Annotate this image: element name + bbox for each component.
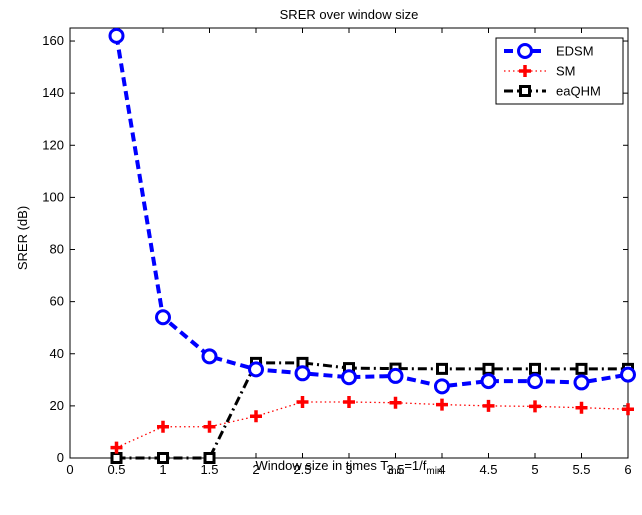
data-point-edsm [155,309,171,326]
y-tick-label: 140 [42,85,64,100]
legend-marker-sm [519,65,531,77]
data-point-eaqhm [110,452,123,464]
legend-marker-edsm [517,43,533,59]
y-tick-label: 120 [42,137,64,152]
x-tick-label: 2 [252,462,259,477]
x-tick-label: 5 [531,462,538,477]
data-point-sm [203,420,216,433]
x-tick-label: 3 [345,462,352,477]
data-point-sm [436,398,448,411]
x-tick-label: 5.5 [572,462,590,477]
x-tick-label: 1 [159,462,166,477]
y-tick-label: 40 [50,346,64,361]
data-point-edsm [341,369,357,386]
y-tick-label: 80 [50,242,64,257]
data-point-eaqhm [203,452,216,464]
data-point-sm [296,395,309,408]
legend-label-edsm: EDSM [556,44,594,59]
x-tick-label: 4.5 [479,462,497,477]
x-tick-label: 3.5 [386,462,404,477]
x-tick-label: 0.5 [107,462,125,477]
y-tick-label: 160 [42,33,64,48]
y-axis-label: SRER (dB) [15,206,30,270]
x-axis-label: Window size in times Tmin=1/fmin [256,458,443,477]
x-tick-label: 1.5 [200,462,218,477]
data-point-sm [157,420,169,433]
y-tick-label: 0 [57,450,64,465]
data-point-edsm [387,367,404,384]
data-point-edsm [480,373,497,390]
x-tick-label: 4 [438,462,445,477]
data-point-eaqhm [436,362,448,375]
data-point-sm [389,396,402,409]
x-axis-label-sub1: min [388,466,404,477]
data-point-eaqhm [482,362,495,375]
data-point-sm [250,410,262,423]
data-point-sm [110,441,123,454]
legend-label-eaqhm: eaQHM [556,84,601,99]
data-point-eaqhm [575,362,588,375]
data-point-edsm [108,27,125,44]
data-point-eaqhm [529,362,541,375]
y-tick-label: 100 [42,189,64,204]
data-point-sm [343,395,355,408]
plot-layer: 0 0.5 1 1.5 2 2.5 3 3.5 4 4.5 5 5.5 6020406080100120… [42,27,636,477]
x-axis-label-sub2: min [426,466,442,477]
chart-title: SRER over window size [280,7,419,22]
legend-item-eaqhm: eaQHM [504,84,601,99]
data-point-eaqhm [157,452,169,464]
y-tick-label: 60 [50,294,64,309]
data-point-edsm [527,373,543,390]
legend-marker-eaqhm [519,85,531,97]
data-point-edsm [434,378,450,395]
legend: EDSM SM eaQHM [495,37,624,105]
legend-label-sm: SM [556,64,576,79]
data-point-edsm [573,374,590,391]
data-point-sm [529,400,541,413]
y-tick-label: 20 [50,398,64,413]
legend-item-sm: SM [504,64,576,79]
data-point-edsm [201,348,218,365]
x-tick-label: 2.5 [293,462,311,477]
data-point-edsm [248,361,264,378]
x-axis-label-mid: =1/f [404,458,426,473]
legend-box [495,37,624,105]
data-point-sm [622,403,634,416]
series-line-edsm [114,35,629,389]
data-point-sm [575,401,588,414]
x-tick-label: 0 [66,462,73,477]
x-axis-label-main: Window size in times T [256,458,389,473]
data-point-sm [482,399,495,412]
data-point-edsm [620,366,636,383]
data-point-edsm [294,365,311,382]
x-tick-label: 6 [624,462,631,477]
legend-item-edsm: EDSM [504,43,594,59]
